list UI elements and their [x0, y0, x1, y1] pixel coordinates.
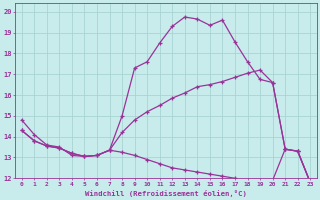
X-axis label: Windchill (Refroidissement éolien,°C): Windchill (Refroidissement éolien,°C)	[85, 190, 247, 197]
